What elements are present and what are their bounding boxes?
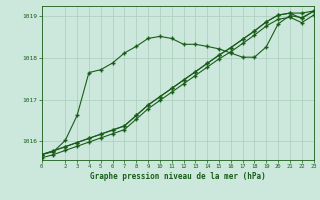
X-axis label: Graphe pression niveau de la mer (hPa): Graphe pression niveau de la mer (hPa) (90, 172, 266, 181)
